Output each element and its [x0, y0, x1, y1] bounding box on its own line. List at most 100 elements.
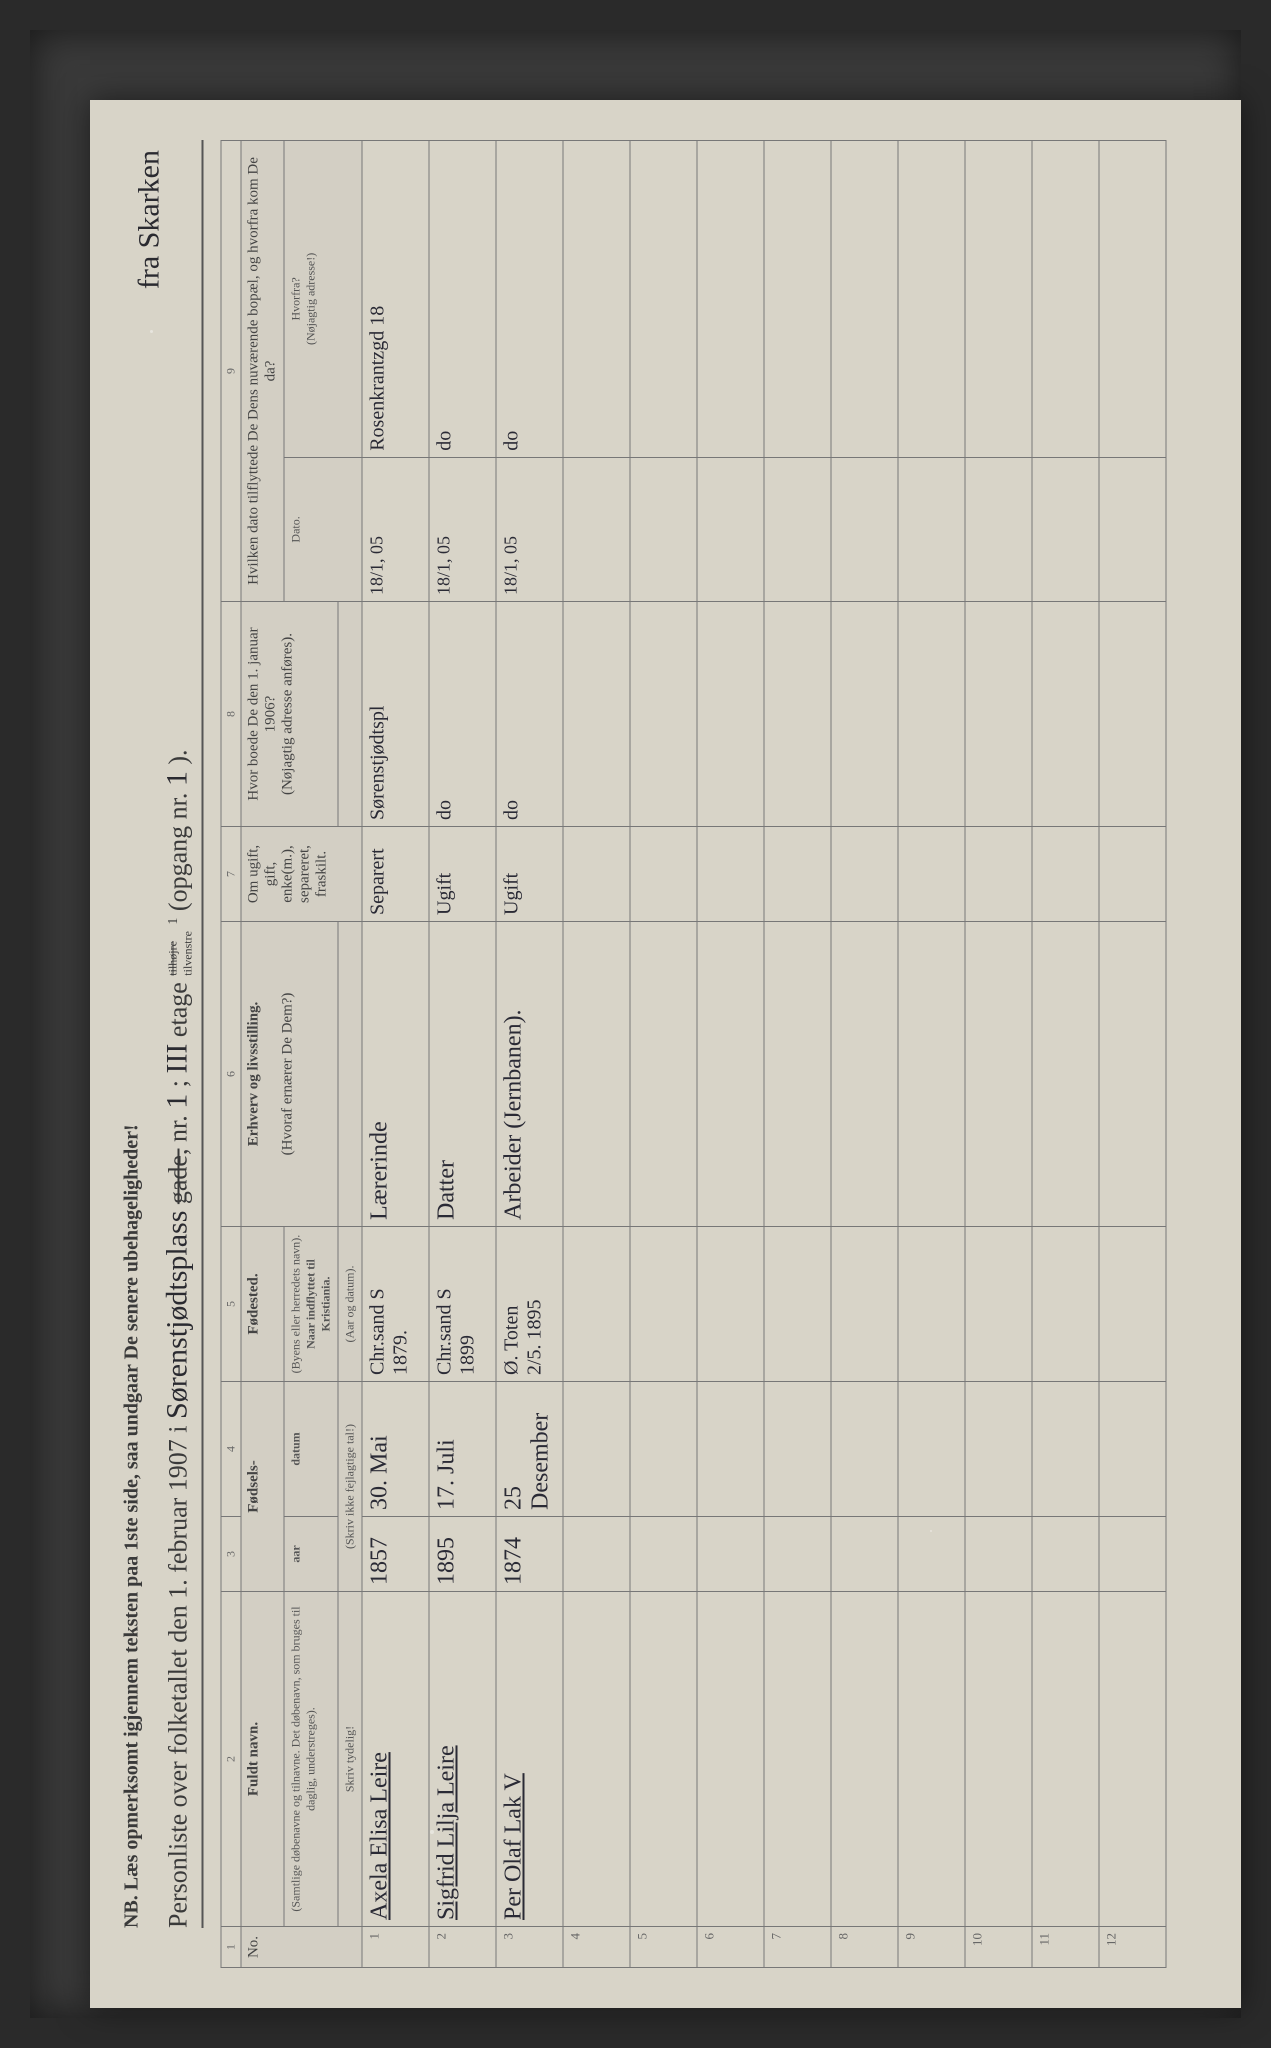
hdr-yr: aar — [284, 1517, 338, 1592]
table-row-empty: 8 — [831, 141, 898, 1968]
header-row-1: No. Fuldt navn. Fødsels- Fødested. Erhve… — [241, 141, 284, 1968]
hdr-birth: Fødsels- — [241, 1382, 284, 1592]
cell-mar: Ugift — [496, 827, 563, 922]
table-row-empty: 12 — [1099, 141, 1166, 1968]
row-no: 6 — [697, 1927, 764, 1968]
row-no: 10 — [965, 1927, 1032, 1968]
colnum-4: 4 — [221, 1382, 241, 1517]
table-row: 1Axela Elisa Leire185730. MaiChr.sand S … — [362, 141, 429, 1968]
hdr-skriv: Skriv tydelig! — [338, 1592, 362, 1927]
row-no: 11 — [1032, 1927, 1099, 1968]
hdr-place: Fødested. — [241, 1227, 284, 1382]
row-no: 12 — [1099, 1927, 1166, 1968]
gade-strike: gade, — [163, 1149, 192, 1205]
cell-moved-from: do — [496, 141, 563, 458]
cell-moved-date: 18/1, 05 — [429, 457, 496, 601]
dust-speck — [430, 1830, 434, 1834]
tilvenstre: tilvenstre — [180, 931, 195, 976]
row-no: 5 — [630, 1927, 697, 1968]
cell-addr: do — [429, 602, 496, 827]
hdr-dt: datum — [284, 1382, 338, 1517]
table-row: 3Per Olaf Lak V187425 DesemberØ. Toten 2… — [496, 141, 563, 1968]
row-no: 8 — [831, 1927, 898, 1968]
title-prefix: Personliste over folketallet den 1. febr… — [163, 1419, 192, 1928]
hdr-birth-sub: (Skriv ikke fejlagtige tal!) — [338, 1382, 362, 1592]
cell-moved-from: do — [429, 141, 496, 458]
colnum-5: 5 — [221, 1227, 241, 1382]
table-row-empty: 10 — [965, 141, 1032, 1968]
tilhoire: tilhøjre — [165, 931, 180, 976]
hdr-addr-empty — [338, 602, 362, 827]
opgang-label: (opgang nr. — [163, 786, 192, 911]
nr-label: nr. — [163, 1109, 192, 1142]
hdr-no: No. — [241, 1927, 362, 1968]
table-row-empty: 4 — [563, 141, 630, 1968]
row-no: 3 — [496, 1927, 563, 1968]
cell-moved-from: Rosenkrantzgd 18 — [362, 141, 429, 458]
street-name: Sørenstjødtsplass — [160, 1211, 193, 1419]
nr-value: 1 — [160, 1094, 193, 1109]
colnum-8: 8 — [221, 602, 241, 827]
form-title: Personliste over folketallet den 1. febr… — [160, 140, 203, 1928]
cell-year: 1857 — [362, 1517, 429, 1592]
hdr-moved: Hvilken dato tilflyttede De Dens nuværen… — [241, 141, 284, 602]
cell-moved-date: 18/1, 05 — [496, 457, 563, 601]
cell-place: Chr.sand S 1899 — [429, 1227, 496, 1382]
cell-name: Axela Elisa Leire — [362, 1592, 429, 1927]
hdr-moved-f: Hvorfra? (Nøjagtig adresse!) — [284, 141, 362, 458]
cell-moved-date: 18/1, 05 — [362, 457, 429, 601]
table-row-empty: 6 — [697, 141, 764, 1968]
hdr-occ-empty — [338, 922, 362, 1227]
hdr-place-sub3: (Aar og datum). — [338, 1227, 362, 1382]
row-no: 9 — [898, 1927, 965, 1968]
table-row: 2Sigfrid Lilja Leire189517. JuliChr.sand… — [429, 141, 496, 1968]
etage-value: III — [160, 1044, 193, 1074]
cell-year: 1874 — [496, 1517, 563, 1592]
cell-mar: Ugift — [429, 827, 496, 922]
hdr-place-sub: (Byens eller herredets navn). Naar indfl… — [284, 1227, 338, 1382]
cell-addr: Sørenstjødtspl — [362, 602, 429, 827]
colnum-9: 9 — [221, 141, 241, 602]
cell-date: 17. Juli — [429, 1382, 496, 1517]
row-no: 1 — [362, 1927, 429, 1968]
hdr-occ: Erhverv og livsstilling. (Hvoraf ernærer… — [241, 922, 338, 1227]
hdr-mar: Om ugift, gift, enke(m.), separeret, fra… — [241, 827, 362, 922]
colnum-3: 3 — [221, 1517, 241, 1592]
colnum-2: 2 — [221, 1592, 241, 1927]
census-table: 1 2 3 4 5 6 7 8 9 No. Fuldt navn. Fødsel… — [220, 140, 1166, 1968]
dust-speck — [930, 1530, 932, 1532]
row-no: 7 — [764, 1927, 831, 1968]
dust-speck — [150, 330, 153, 333]
opgang-value: 1 — [160, 771, 193, 786]
cell-addr: do — [496, 602, 563, 827]
cell-place: Chr.sand S 1879. — [362, 1227, 429, 1382]
margin-annotation: fra Skarken — [132, 150, 166, 289]
etage-label: etage — [163, 976, 192, 1037]
footnote-mark: 1 — [165, 918, 180, 925]
colnum-6: 6 — [221, 922, 241, 1227]
table-row-empty: 7 — [764, 141, 831, 1968]
row-no: 4 — [563, 1927, 630, 1968]
hdr-addr: Hvor boede De den 1. januar 1906? (Nøjag… — [241, 602, 338, 827]
cell-occ: Arbeider (Jernbanen). — [496, 922, 563, 1227]
cell-place: Ø. Toten 2/5. 1895 — [496, 1227, 563, 1382]
cell-occ: Lærerinde — [362, 922, 429, 1227]
cell-name: Sigfrid Lilja Leire — [429, 1592, 496, 1927]
table-row-empty: 11 — [1032, 141, 1099, 1968]
row-no: 2 — [429, 1927, 496, 1968]
colnum-1: 1 — [221, 1927, 241, 1968]
cell-year: 1895 — [429, 1517, 496, 1592]
column-numbers-row: 1 2 3 4 5 6 7 8 9 — [221, 141, 241, 1968]
cell-date: 30. Mai — [362, 1382, 429, 1517]
table-row-empty: 9 — [898, 141, 965, 1968]
table-row-empty: 5 — [630, 141, 697, 1968]
nb-notice: NB. Læs opmerksomt igjennem teksten paa … — [120, 1124, 143, 1928]
hdr-name: Fuldt navn. — [241, 1592, 284, 1927]
cell-occ: Datter — [429, 922, 496, 1227]
semicolon: ; — [163, 1074, 192, 1088]
hdr-name-sub: (Samtlige døbenavne og tilnavne. Det døb… — [284, 1592, 338, 1927]
colnum-7: 7 — [221, 827, 241, 922]
cell-date: 25 Desember — [496, 1382, 563, 1517]
cell-mar: Separert — [362, 827, 429, 922]
opgang-close: ). — [163, 749, 192, 764]
